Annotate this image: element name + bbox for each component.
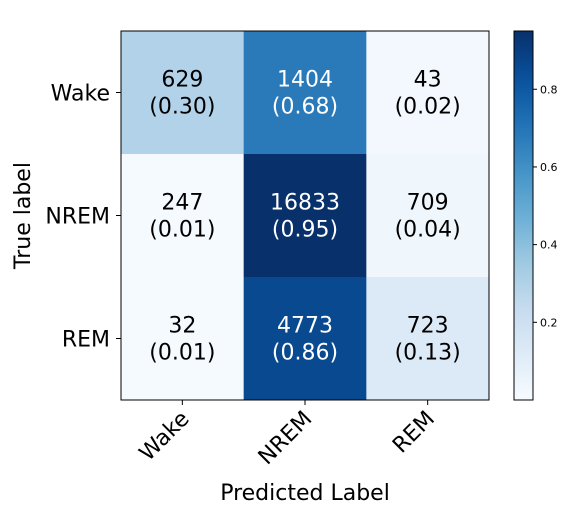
y-tick-label-2: REM bbox=[62, 328, 110, 353]
heatmap-cell-1-2 bbox=[366, 154, 490, 278]
cell-ratio-0-2: (0.02) bbox=[395, 95, 461, 120]
heatmap-cell-2-2 bbox=[366, 277, 490, 401]
heatmap-cell-0-0 bbox=[121, 31, 245, 155]
cell-count-1-2: 709 bbox=[407, 191, 449, 216]
cell-ratio-0-0: (0.30) bbox=[149, 95, 215, 120]
cell-count-1-1: 16833 bbox=[270, 191, 340, 216]
x-axis-title: Predicted Label bbox=[220, 481, 390, 506]
heatmap-cell-labels: 629(0.30)1404(0.68)43(0.02)247(0.01)1683… bbox=[149, 68, 460, 366]
y-tick-label-0: Wake bbox=[51, 82, 110, 107]
colorbar bbox=[513, 30, 534, 401]
cell-ratio-2-1: (0.86) bbox=[272, 341, 338, 366]
y-tick-label-1: NREM bbox=[45, 205, 110, 230]
cell-count-0-1: 1404 bbox=[277, 68, 333, 93]
x-tick-label-0: Wake bbox=[135, 407, 195, 467]
y-axis-title: True label bbox=[11, 162, 36, 270]
cell-ratio-1-2: (0.04) bbox=[395, 218, 461, 243]
heatmap-cells bbox=[121, 31, 490, 401]
y-axis-ticks: Wake NREM REM bbox=[45, 82, 121, 353]
heatmap-cell-2-0 bbox=[121, 277, 245, 401]
cell-count-1-0: 247 bbox=[161, 191, 203, 216]
heatmap-cell-0-1 bbox=[243, 31, 367, 155]
colorbar-tick-label-3: 0.8 bbox=[540, 83, 558, 96]
x-tick-label-2: REM bbox=[388, 407, 440, 459]
cell-ratio-1-0: (0.01) bbox=[149, 218, 215, 243]
cell-count-2-0: 32 bbox=[168, 314, 196, 339]
cell-count-0-2: 43 bbox=[414, 68, 442, 93]
heatmap-cell-2-1 bbox=[243, 277, 367, 401]
cell-count-0-0: 629 bbox=[161, 68, 203, 93]
heatmap-cell-0-2 bbox=[366, 31, 490, 155]
cell-ratio-0-1: (0.68) bbox=[272, 95, 338, 120]
cell-count-2-2: 723 bbox=[407, 314, 449, 339]
heatmap-cell-1-1 bbox=[243, 154, 367, 278]
x-axis-ticks: Wake NREM REM bbox=[135, 400, 440, 470]
x-tick-label-1: NREM bbox=[254, 407, 317, 470]
cell-count-2-1: 4773 bbox=[277, 314, 333, 339]
colorbar-tick-label-1: 0.4 bbox=[540, 239, 558, 252]
heatmap-cell-1-0 bbox=[121, 154, 245, 278]
colorbar-tick-label-2: 0.6 bbox=[540, 161, 558, 174]
colorbar-tick-label-0: 0.2 bbox=[540, 316, 558, 329]
cell-ratio-2-0: (0.01) bbox=[149, 341, 215, 366]
cell-ratio-2-2: (0.13) bbox=[395, 341, 461, 366]
cell-ratio-1-1: (0.95) bbox=[272, 218, 338, 243]
colorbar-ticks: 0.2 0.4 0.6 0.8 bbox=[533, 83, 558, 329]
